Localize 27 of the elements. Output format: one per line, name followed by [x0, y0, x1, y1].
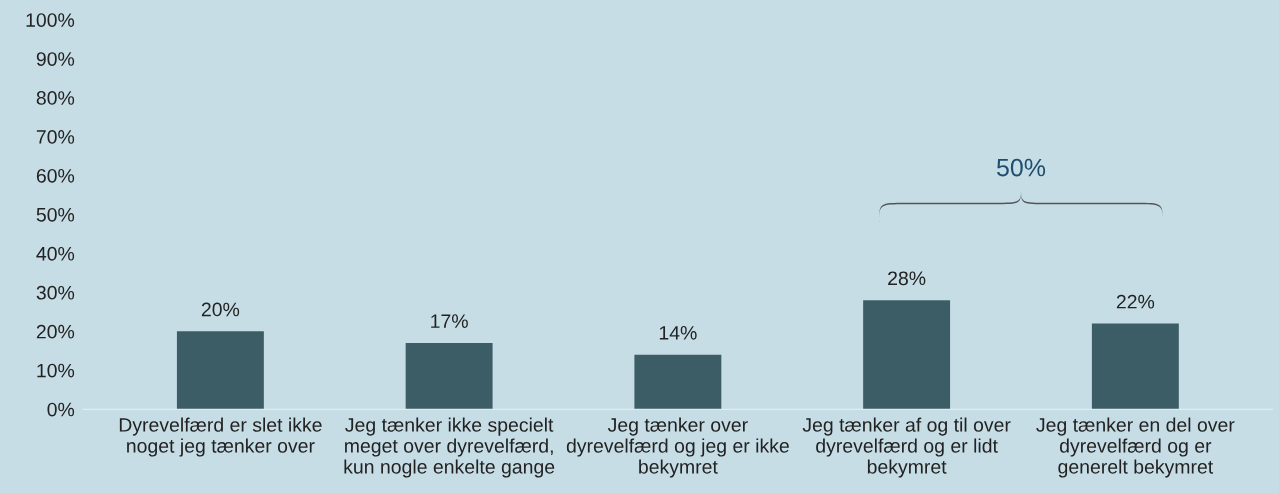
- x-tick-label: Jeg tænker af og til over dyrevelfærd og er lidt bekymret: [802, 417, 1011, 478]
- bar: [405, 342, 493, 410]
- y-tick-label: 50%: [36, 207, 75, 222]
- y-tick-label: 80%: [36, 91, 75, 105]
- y-tick-label: 30%: [36, 285, 75, 300]
- x-tick-label: Jeg tænker en del over dyrevelfærd og er generelt bekymret: [1036, 417, 1235, 478]
- x-tick-label: Jeg tænker ikke specielt meget over dyrevelfærd, kun nogle enkelte gange: [344, 417, 555, 478]
- y-tick-label: 60%: [36, 168, 75, 183]
- data-label: 22%: [1116, 294, 1155, 309]
- x-tick-label: Dyrevelfærd er slet ikke noget jeg tænker over: [119, 417, 322, 457]
- y-tick-label: 90%: [36, 52, 75, 66]
- y-tick-label: 10%: [37, 363, 75, 378]
- y-tick-label: 0%: [47, 402, 75, 417]
- y-tick-label: 70%: [36, 130, 75, 144]
- bar: [176, 331, 264, 410]
- data-label: 17%: [431, 314, 468, 328]
- bar: [863, 300, 951, 410]
- bar: [634, 354, 722, 410]
- data-label: 20%: [201, 302, 240, 317]
- annotation: 50%: [996, 158, 1046, 177]
- x-tick-label: Jeg tænker over dyrevelfærd og jeg er ikke bekymret: [566, 417, 789, 478]
- y-tick-label: 40%: [36, 246, 75, 261]
- bar: [1091, 323, 1179, 410]
- data-label: 28%: [888, 271, 926, 286]
- y-tick-label: 100%: [26, 13, 75, 27]
- y-tick-label: 20%: [36, 324, 75, 339]
- data-label: 14%: [659, 326, 697, 340]
